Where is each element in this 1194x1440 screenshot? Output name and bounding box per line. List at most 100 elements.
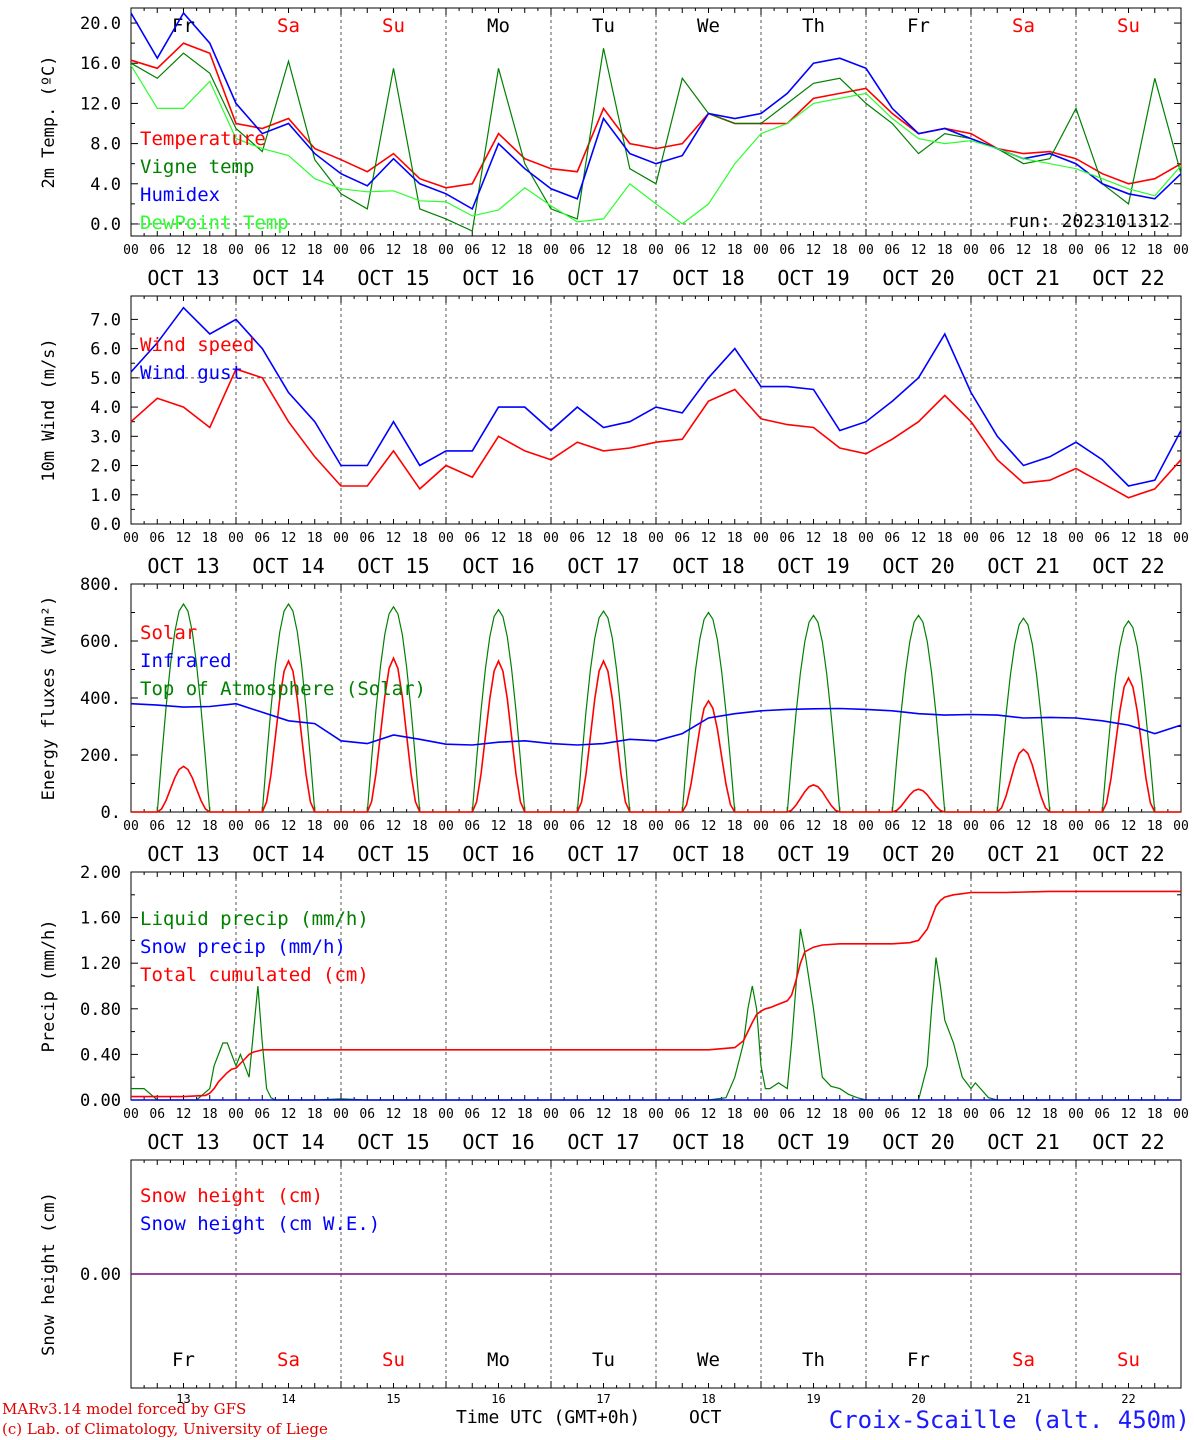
- hour-label: 12: [701, 243, 717, 258]
- date-label: OCT 22: [1092, 1130, 1164, 1154]
- legend-entry: Snow precip (mm/h): [140, 936, 346, 958]
- day-number-label: 20: [911, 1392, 925, 1406]
- hour-label: 18: [1147, 819, 1163, 834]
- hour-label: 00: [858, 1107, 874, 1122]
- day-name-label: Su: [1117, 1349, 1140, 1371]
- hour-label: 12: [281, 531, 297, 546]
- hour-label: 06: [884, 1107, 900, 1122]
- day-number-label: 16: [491, 1392, 505, 1406]
- date-label: OCT 18: [672, 266, 744, 290]
- day-name-label: Sa: [1012, 1349, 1035, 1371]
- y-tick-label: 12.0: [80, 94, 121, 114]
- hour-label: 12: [491, 1107, 507, 1122]
- hour-label: 12: [491, 243, 507, 258]
- hour-label: 12: [386, 1107, 402, 1122]
- hour-label: 18: [1147, 243, 1163, 258]
- y-tick-label: 2.0: [90, 457, 121, 477]
- hour-label: 00: [333, 819, 349, 834]
- hour-label: 06: [359, 819, 375, 834]
- hour-label: 00: [438, 531, 454, 546]
- y-tick-label: 1.0: [90, 486, 121, 506]
- day-name-label: Mo: [487, 1349, 510, 1371]
- hour-label: 12: [911, 243, 927, 258]
- series-curves: [131, 890, 1181, 1101]
- hour-label: 18: [832, 1107, 848, 1122]
- day-name-label: Th: [802, 1349, 825, 1371]
- hour-label: 06: [569, 819, 585, 834]
- day-name-label: Su: [382, 15, 405, 37]
- hour-label: 00: [858, 819, 874, 834]
- hour-label: 06: [989, 531, 1005, 546]
- hour-label: 12: [1016, 243, 1032, 258]
- series-line: [130, 368, 1182, 499]
- hour-label: 00: [543, 1107, 559, 1122]
- y-tick-label: 6.0: [90, 340, 121, 360]
- y-tick-label: 8.0: [90, 135, 121, 155]
- hour-label: 18: [622, 243, 638, 258]
- legend-entry: Top of Atmosphere (Solar): [140, 678, 426, 700]
- day-number-label: 15: [386, 1392, 400, 1406]
- y-tick-label: 16.0: [80, 54, 121, 74]
- hour-label: 12: [911, 1107, 927, 1122]
- hour-label: 00: [333, 243, 349, 258]
- day-name-label: Su: [1117, 15, 1140, 37]
- day-number-label: 14: [281, 1392, 295, 1406]
- date-label: OCT 17: [567, 266, 639, 290]
- hour-label: 12: [806, 531, 822, 546]
- hour-label: 06: [989, 1107, 1005, 1122]
- hour-label: 18: [307, 1107, 323, 1122]
- hour-label: 06: [1094, 531, 1110, 546]
- hour-label: 12: [386, 531, 402, 546]
- day-number-label: 22: [1121, 1392, 1135, 1406]
- date-label: OCT 16: [462, 554, 534, 578]
- hour-label: 18: [517, 1107, 533, 1122]
- hour-label: 00: [228, 819, 244, 834]
- legend-entry: Solar: [140, 622, 197, 644]
- hour-label: 06: [149, 1107, 165, 1122]
- hour-label: 00: [543, 819, 559, 834]
- panel-4: 0.00 0.40 0.80 1.20 1.60 2.00 Precip (mm/h) 00 0…: [39, 863, 1189, 1154]
- day-number-label: 21: [1016, 1392, 1030, 1406]
- date-label: OCT 22: [1092, 842, 1164, 866]
- hour-label: 00: [123, 243, 139, 258]
- date-label: OCT 21: [987, 1130, 1059, 1154]
- hour-label: 18: [517, 531, 533, 546]
- y-tick-label: 0.0: [90, 515, 121, 535]
- hour-label: 18: [307, 819, 323, 834]
- date-label: OCT 18: [672, 554, 744, 578]
- hour-label: 18: [1042, 819, 1058, 834]
- hour-label: 00: [228, 1107, 244, 1122]
- hour-label: 18: [1147, 531, 1163, 546]
- month-label: OCT: [689, 1407, 722, 1428]
- hour-label: 06: [884, 531, 900, 546]
- day-name-label: We: [697, 1349, 720, 1371]
- day-name-label: Fr: [907, 15, 930, 37]
- hour-label: 00: [1173, 1107, 1189, 1122]
- day-name-label: We: [697, 15, 720, 37]
- hour-label: 12: [176, 243, 192, 258]
- hour-label: 18: [937, 819, 953, 834]
- y-tick-label: 0.00: [80, 1265, 121, 1285]
- hour-label: 18: [832, 243, 848, 258]
- legend-entry: Infrared: [140, 650, 232, 672]
- hour-label: 00: [1173, 531, 1189, 546]
- hour-label: 18: [727, 1107, 743, 1122]
- legend-entry: DewPoint Temp: [140, 212, 289, 234]
- hour-label: 06: [464, 531, 480, 546]
- hour-label: 00: [228, 531, 244, 546]
- series-line: [131, 890, 1181, 1098]
- hour-label: 00: [228, 243, 244, 258]
- y-tick-label: 0.0: [90, 215, 121, 235]
- hour-label: 18: [517, 819, 533, 834]
- series-line: [130, 42, 1182, 189]
- hour-label: 12: [806, 819, 822, 834]
- hour-label: 18: [307, 531, 323, 546]
- hour-label: 00: [648, 1107, 664, 1122]
- hour-label: 06: [569, 243, 585, 258]
- hour-label: 00: [963, 1107, 979, 1122]
- panel-3: 0. 200. 400. 600. 800. Energy fluxes (W/m²) 00…: [39, 575, 1189, 866]
- hour-label: 12: [176, 1107, 192, 1122]
- y-tick-label: 400.: [80, 689, 121, 709]
- hour-label: 18: [412, 531, 428, 546]
- series-line: [130, 48, 1182, 232]
